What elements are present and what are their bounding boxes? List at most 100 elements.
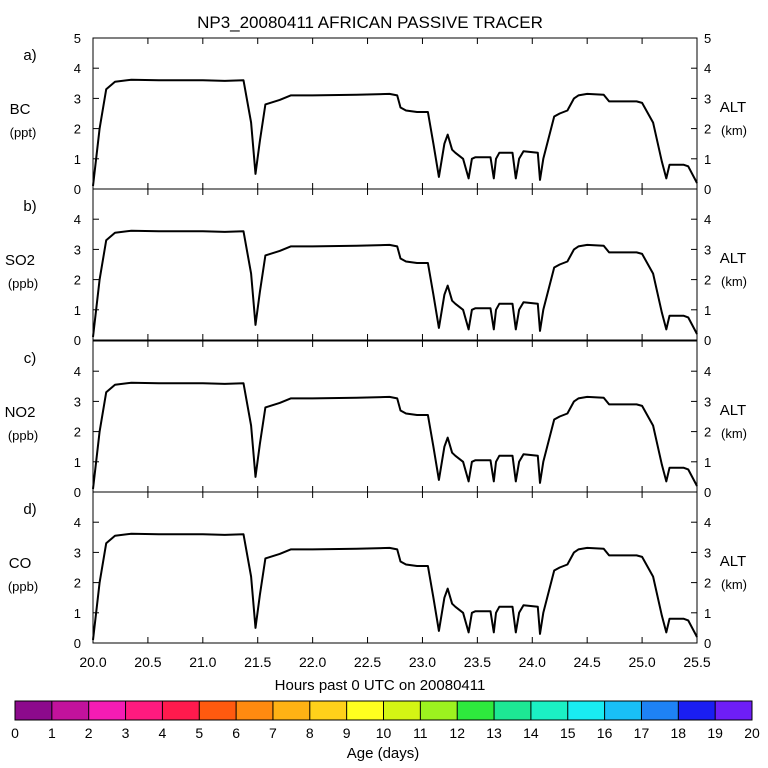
colorbar-swatch [346,701,384,720]
panel-4: 0 0 1 1 2 2 3 3 4 4 d) CO (ppb) ALT (km) [8,491,747,651]
x-tick-label: 21.0 [189,654,216,670]
x-tick-label: 22.5 [354,654,381,670]
altitude-line [92,381,698,490]
panel-letter: b) [23,198,36,215]
y-tick-label-right: 3 [704,91,711,106]
colorbar-swatch [15,701,53,720]
colorbar-tick-label: 2 [85,725,93,741]
alt-label: ALT [720,402,746,419]
colorbar-swatch [567,701,605,720]
y-tick-label-left: 0 [74,636,81,651]
colorbar-swatch [125,701,163,720]
panels-group: 0 0 1 1 2 2 3 3 4 4 5 5 a) BC (ppt) ALT (km) 0 0 1 1 2 2 3 3 4 4 b)… [5,31,747,651]
colorbar-swatch [678,701,716,720]
y-tick-label-right: 4 [704,61,711,76]
panel-frame [92,340,698,493]
colorbar-swatch [457,701,495,720]
x-tick-label: 23.5 [464,654,491,670]
species-unit: (ppb) [8,428,38,443]
x-tick-label: 22.0 [299,654,326,670]
species-unit: (ppb) [8,276,38,291]
y-tick-label-left: 3 [74,545,81,560]
colorbar-swatch [420,701,458,720]
colorbar-swatch [272,701,311,720]
y-tick-label-left: 2 [74,576,81,591]
colorbar-label: Age (days) [347,745,420,762]
colorbar-tick-label: 4 [159,725,167,741]
colorbar-tick-label: 13 [486,725,502,741]
species-unit: (ppb) [8,579,38,594]
alt-unit: (km) [721,426,747,441]
y-tick-label-right: 0 [704,182,711,197]
y-tick-label-left: 4 [74,61,81,76]
species-label: CO [9,555,32,572]
y-tick-label-left: 4 [74,212,81,227]
panel-frame [92,188,698,341]
y-tick-label-right: 0 [704,636,711,651]
alt-unit: (km) [721,577,747,592]
panel-letter: c) [24,350,37,367]
colorbar-tick-label: 3 [122,725,130,741]
x-tick-label: 21.5 [244,654,271,670]
colorbar-tick-label: 1 [48,725,56,741]
colorbar-swatch [383,701,421,720]
panel-1: 0 0 1 1 2 2 3 3 4 4 5 5 a) BC (ppt) ALT (km) [10,31,747,197]
altitude-line [92,78,698,187]
colorbar-tick-label: 17 [634,725,650,741]
y-tick-label-right: 0 [704,485,711,500]
altitude-line [92,532,698,641]
colorbar-tick-label: 5 [195,725,203,741]
alt-unit: (km) [721,123,747,138]
y-tick-label-right: 0 [704,333,711,348]
age-colorbar: 0 1 2 3 4 5 6 7 8 9 10 11 12 13 14 15 16 17 18 19 20 [11,700,760,741]
x-tick-label: 20.0 [79,654,106,670]
y-tick-label-right: 3 [704,242,711,257]
colorbar-tick-label: 12 [449,725,465,741]
y-tick-label-right: 1 [704,455,711,470]
colorbar-tick-label: 11 [413,725,428,741]
colorbar-swatch [604,701,642,720]
y-tick-label-left: 1 [74,152,81,167]
y-tick-label-right: 2 [704,576,711,591]
y-tick-label-left: 0 [74,182,81,197]
colorbar-tick-label: 19 [707,725,723,741]
y-tick-label-right: 5 [704,31,711,46]
colorbar-swatch [199,701,237,720]
colorbar-swatch [51,701,90,720]
colorbar-tick-label: 6 [232,725,240,741]
colorbar-tick-label: 10 [376,725,392,741]
colorbar-tick-label: 20 [744,725,760,741]
colorbar-tick-label: 9 [343,725,351,741]
colorbar-tick-label: 15 [560,725,576,741]
y-tick-label-left: 1 [74,303,81,318]
panel-letter: d) [23,501,36,518]
panel-frame [92,491,698,644]
y-tick-label-right: 2 [704,122,711,137]
y-tick-label-left: 1 [74,606,81,621]
colorbar-swatch [309,701,348,720]
colorbar-tick-label: 14 [523,725,539,741]
panel-letter: a) [23,47,36,64]
colorbar-swatch [494,701,532,720]
chart-title: NP3_20080411 AFRICAN PASSIVE TRACER [197,13,543,32]
colorbar-swatch [236,701,274,720]
species-label: NO2 [5,404,36,421]
panel-frame [92,37,698,190]
y-tick-label-left: 3 [74,91,81,106]
panel-3: 0 0 1 1 2 2 3 3 4 4 c) NO2 (ppb) ALT (km) [5,340,747,500]
y-tick-label-left: 3 [74,394,81,409]
colorbar-tick-label: 7 [269,725,277,741]
species-label: SO2 [5,252,35,269]
species-unit: (ppt) [10,125,37,140]
colorbar-swatch [641,701,679,720]
colorbar-swatch [88,701,126,720]
colorbar-swatch [162,701,200,720]
y-tick-label-left: 1 [74,455,81,470]
y-tick-label-right: 1 [704,152,711,167]
colorbar-tick-label: 8 [306,725,314,741]
y-tick-label-right: 3 [704,545,711,560]
y-tick-label-left: 5 [74,31,81,46]
x-tick-label: 24.5 [574,654,601,670]
y-tick-label-right: 4 [704,515,711,530]
